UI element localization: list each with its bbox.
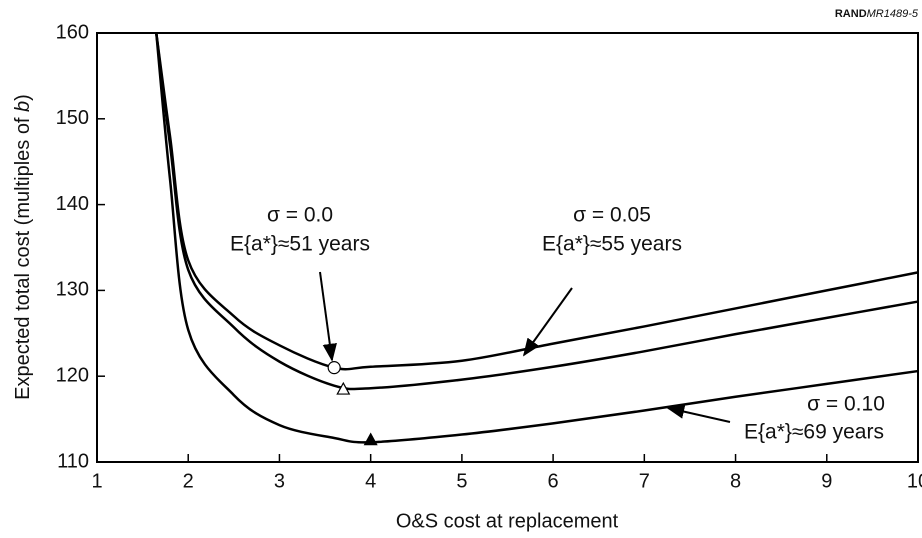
y-axis-label: Expected total cost (multiples of b)	[12, 94, 34, 400]
marker	[363, 432, 378, 446]
marker	[327, 361, 341, 375]
x-tick-label: 5	[456, 470, 467, 492]
plot-frame	[96, 32, 919, 463]
y-label-part: )	[12, 94, 34, 101]
annotation: E{a*}≈69 years	[744, 421, 884, 444]
x-axis-label: O&S cost at replacement	[396, 510, 619, 532]
x-tick-label: 7	[639, 470, 650, 492]
annotation-arrow	[666, 404, 731, 423]
y-tick-label: 130	[56, 279, 89, 301]
curve	[155, 32, 919, 391]
x-tick-label: 2	[183, 470, 194, 492]
y-tick-label: 120	[56, 364, 89, 386]
annotation: E{a*}≈51 years	[230, 233, 370, 256]
annotation: σ = 0.05	[573, 204, 651, 227]
x-tick-label: 6	[548, 470, 559, 492]
x-tick-label: 10	[907, 470, 922, 492]
annotation: E{a*}≈55 years	[542, 233, 682, 256]
annotation: σ = 0.0	[267, 204, 333, 227]
curve	[155, 32, 919, 371]
marker	[336, 381, 351, 395]
y-label-part: Expected total cost (multiples of	[12, 112, 34, 400]
y-tick-label: 150	[56, 107, 89, 129]
annotation-arrow	[319, 271, 337, 362]
y-tick-label: 110	[57, 450, 89, 472]
x-tick-label: 4	[365, 470, 376, 492]
y-tick-label: 140	[56, 193, 89, 215]
y-label-part: b	[12, 101, 34, 112]
annotation-arrow	[522, 287, 573, 357]
x-tick-label: 9	[821, 470, 832, 492]
source-label: RAND	[835, 8, 867, 20]
source: RANDMR1489-5	[835, 8, 919, 20]
source-id: MR1489-5	[867, 8, 919, 20]
x-tick-label: 3	[274, 470, 285, 492]
annotation: σ = 0.10	[807, 393, 885, 416]
x-tick-label: 8	[730, 470, 741, 492]
y-tick-label: 160	[56, 21, 89, 43]
x-tick-label: 1	[91, 470, 102, 492]
